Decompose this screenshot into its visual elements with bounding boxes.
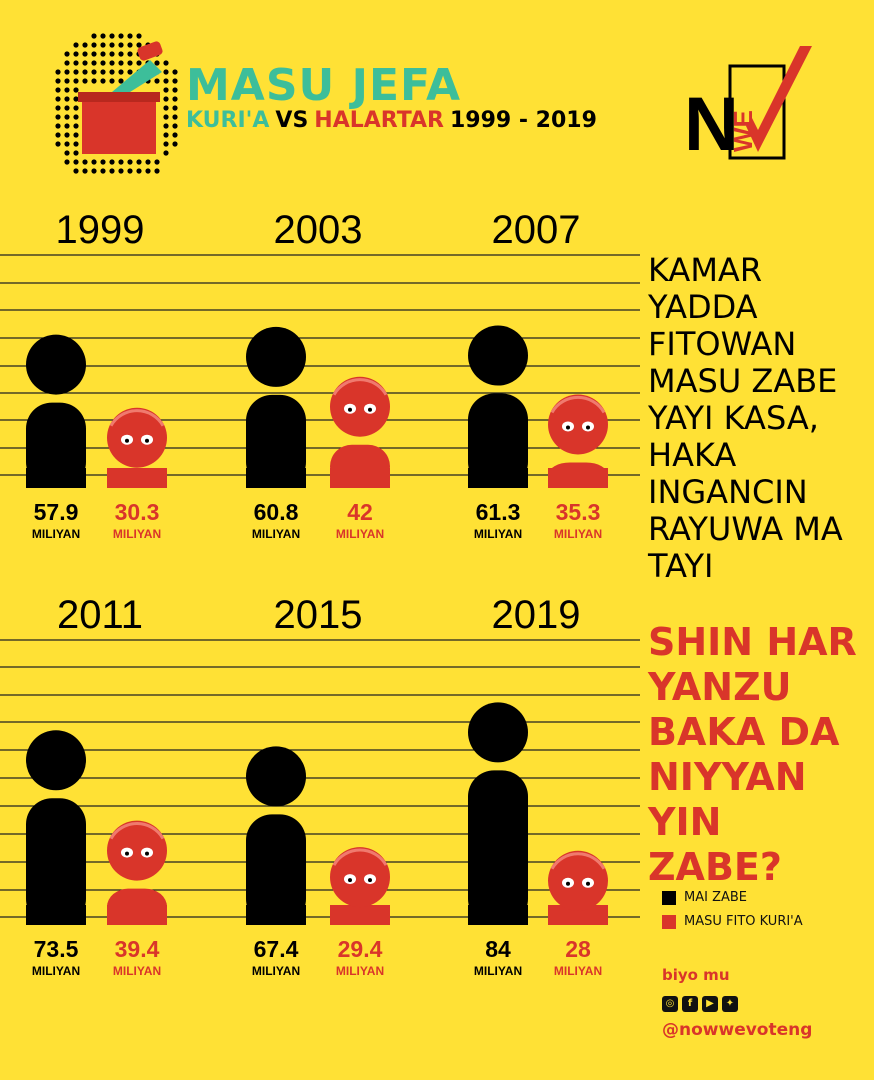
subtitle-kuria: KURI'A	[186, 108, 270, 133]
value-label-voted: 42	[347, 499, 373, 525]
side-text-line: TAYI	[648, 547, 714, 585]
bar-registered-2011	[26, 798, 86, 925]
head-registered-2003	[246, 326, 306, 387]
twitter-icon[interactable]: ✦	[722, 996, 738, 1012]
legend-swatch-black	[662, 890, 676, 905]
side-text-line: YADDA	[648, 288, 758, 326]
value-label-registered: 67.4	[254, 936, 299, 962]
year-group-2007: 2007 61.3 MILIYAN 35.3 MILIYAN	[468, 208, 608, 541]
legend-swatch-red	[662, 914, 676, 929]
bar-registered-2003	[246, 394, 306, 488]
unit-label-registered: MILIYAN	[252, 964, 300, 978]
value-label-registered: 84	[485, 936, 511, 962]
question-line: BAKA DA	[648, 710, 840, 754]
unit-label-registered: MILIYAN	[252, 527, 300, 541]
unit-label-voted: MILIYAN	[336, 527, 384, 541]
head-registered-2007	[468, 325, 528, 386]
unit-label-voted: MILIYAN	[113, 964, 161, 978]
unit-label-registered: MILIYAN	[474, 527, 522, 541]
value-label-voted: 35.3	[556, 499, 601, 525]
year-group-2011: 2011 73.5 MILIYAN 39.4 MILIYAN	[26, 593, 167, 978]
unit-label-registered: MILIYAN	[32, 527, 80, 541]
year-label: 2007	[492, 208, 581, 252]
social-icons: ◎ f ▶ ✦	[662, 996, 738, 1012]
head-voted-2007	[548, 394, 608, 455]
social-handle[interactable]: @nowwevoteng	[662, 1020, 813, 1040]
year-label: 2011	[57, 593, 143, 637]
value-label-voted: 28	[565, 936, 591, 962]
youtube-icon[interactable]: ▶	[702, 996, 718, 1012]
legend-label: MASU FITO KURI'A	[684, 914, 803, 929]
value-label-registered: 61.3	[476, 499, 521, 525]
year-group-2015: 2015 67.4 MILIYAN 29.4 MILIYAN	[246, 593, 390, 978]
unit-label-registered: MILIYAN	[32, 964, 80, 978]
subtitle-halartar: HALARTAR	[314, 108, 444, 133]
legend-item-registered: MAI ZABE	[662, 890, 747, 905]
unit-label-voted: MILIYAN	[554, 964, 602, 978]
side-text-line: YAYI KASA,	[648, 399, 819, 437]
bar-registered-2007	[468, 393, 528, 488]
value-label-voted: 29.4	[338, 936, 383, 962]
value-label-voted: 30.3	[115, 499, 160, 525]
question-line: ZABE?	[648, 845, 782, 889]
side-text-line: MASU ZABE	[648, 362, 838, 400]
side-text-line: KAMAR	[648, 251, 763, 289]
head-voted-2003	[330, 376, 390, 437]
page-subtitle: KURI'A VS HALARTAR 1999 - 2019	[186, 108, 603, 133]
year-group-2019: 2019 84 MILIYAN 28 MILIYAN	[468, 593, 608, 978]
bar-registered-2019	[468, 770, 528, 925]
unit-label-voted: MILIYAN	[336, 964, 384, 978]
question-line: NIYYAN	[648, 755, 807, 799]
instagram-icon[interactable]: ◎	[662, 996, 678, 1012]
question-line: YIN	[648, 800, 722, 844]
page-title: MASU JEFA	[186, 60, 462, 111]
facebook-icon[interactable]: f	[682, 996, 698, 1012]
year-label: 1999	[56, 208, 145, 252]
question-line: YANZU	[648, 665, 792, 709]
value-label-registered: 60.8	[254, 499, 299, 525]
follow-label: biyo mu	[662, 966, 730, 984]
head-voted-2019	[548, 850, 608, 911]
legend-label: MAI ZABE	[684, 890, 748, 905]
side-text-line: RAYUWA MA	[648, 510, 843, 548]
head-voted-2011	[107, 820, 167, 881]
side-text-line: HAKA	[648, 436, 737, 474]
year-label: 2019	[492, 593, 581, 637]
legend-item-voted: MASU FITO KURI'A	[662, 914, 803, 929]
bar-registered-2015	[246, 814, 306, 925]
head-registered-2019	[468, 702, 528, 763]
value-label-voted: 39.4	[115, 936, 160, 962]
subtitle-years: 1999 - 2019	[450, 108, 597, 133]
value-label-registered: 73.5	[34, 936, 79, 962]
question-line: SHIN HAR	[648, 620, 857, 664]
nowwevote-logo: N WE	[684, 46, 812, 164]
year-group-2003: 2003 60.8 MILIYAN 42 MILIYAN	[246, 208, 390, 541]
year-label: 2015	[274, 593, 363, 637]
side-text-line: FITOWAN	[648, 325, 797, 363]
year-group-1999: 1999 57.9 MILIYAN 30.3 MILIYAN	[26, 208, 167, 541]
side-text-line: INGANCIN	[648, 473, 808, 511]
subtitle-vs: VS	[275, 108, 309, 133]
value-label-registered: 57.9	[34, 499, 79, 525]
head-voted-2015	[330, 847, 390, 908]
head-registered-2015	[246, 746, 306, 807]
bar-registered-1999	[26, 402, 86, 488]
ballot-box-icon	[55, 33, 178, 174]
head-registered-1999	[26, 334, 86, 395]
unit-label-voted: MILIYAN	[113, 527, 161, 541]
year-label: 2003	[274, 208, 363, 252]
unit-label-voted: MILIYAN	[554, 527, 602, 541]
unit-label-registered: MILIYAN	[474, 964, 522, 978]
head-registered-2011	[26, 730, 86, 791]
head-voted-1999	[107, 407, 167, 468]
